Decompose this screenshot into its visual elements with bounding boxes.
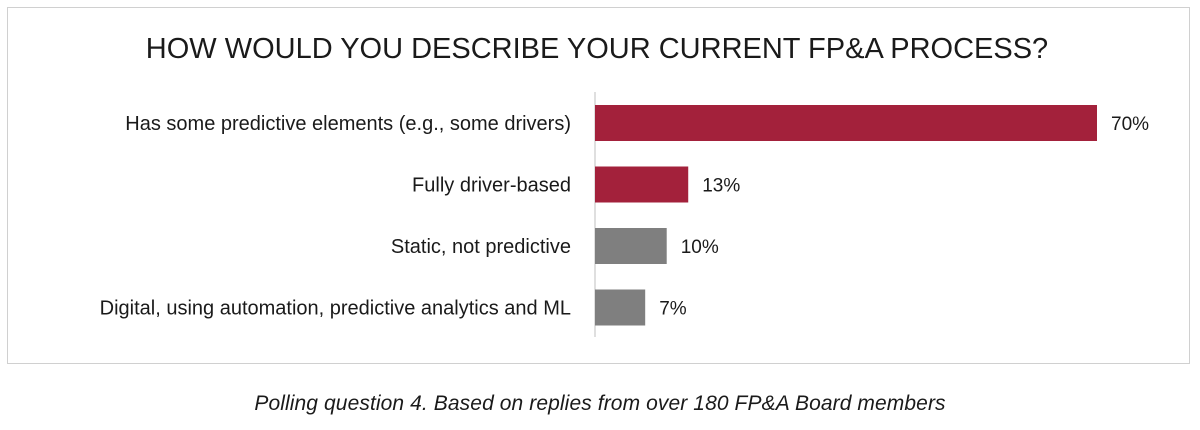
- data-label: 7%: [659, 299, 687, 320]
- bar: [595, 105, 1097, 141]
- chart-title: HOW WOULD YOU DESCRIBE YOUR CURRENT FP&A…: [146, 33, 1048, 65]
- category-label: Has some predictive elements (e.g., some…: [125, 113, 571, 135]
- bars-layer: Has some predictive elements (e.g., some…: [100, 105, 1149, 326]
- bar: [595, 166, 689, 203]
- chart-caption: Polling question 4. Based on replies fro…: [254, 392, 946, 415]
- category-label: Fully driver-based: [412, 175, 571, 197]
- category-label: Static, not predictive: [391, 236, 571, 258]
- bar-chart: HOW WOULD YOU DESCRIBE YOUR CURRENT FP&A…: [100, 33, 1149, 337]
- bar: [595, 289, 646, 326]
- bar: [595, 228, 667, 264]
- data-label: 10%: [681, 237, 719, 258]
- data-label: 70%: [1111, 114, 1149, 135]
- category-label: Digital, using automation, predictive an…: [100, 298, 571, 320]
- data-label: 13%: [702, 176, 740, 197]
